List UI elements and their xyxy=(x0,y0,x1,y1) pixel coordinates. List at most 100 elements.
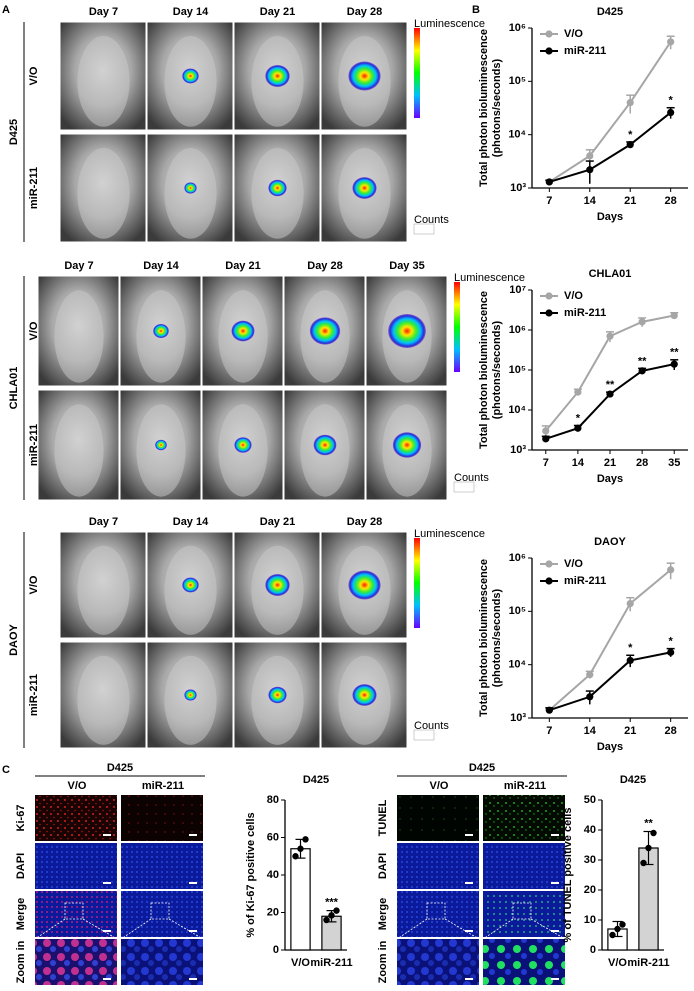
mouse-head xyxy=(77,545,130,635)
x-axis-label: Days xyxy=(597,473,623,485)
data-point xyxy=(667,108,675,117)
day-label: Day 21 xyxy=(225,260,260,272)
mouse-head xyxy=(54,290,104,383)
row-label: Merge xyxy=(15,898,27,930)
data-point xyxy=(586,166,594,174)
day-label: Day 28 xyxy=(347,516,382,528)
chart-title: D425 xyxy=(303,774,329,786)
y-tick-label: 10⁴ xyxy=(508,129,526,141)
y-tick-label: 80 xyxy=(267,794,279,806)
cell-label: D425 xyxy=(8,119,20,145)
y-axis-label: % of Ki-67 positive cells xyxy=(245,812,257,937)
x-tick-label: 21 xyxy=(624,195,636,207)
data-point xyxy=(670,360,678,368)
legend-label: V/O xyxy=(564,28,583,40)
x-tick-label: miR-211 xyxy=(310,957,352,969)
row-label: Merge xyxy=(377,898,389,930)
luminescence xyxy=(184,182,197,194)
day-label: Day 7 xyxy=(89,516,118,528)
significance: ** xyxy=(606,379,615,391)
colorbar-title: Luminescence xyxy=(414,528,485,540)
x-tick-label: 7 xyxy=(543,457,549,469)
x-tick-label: V/O xyxy=(291,957,310,969)
chart-title: DAOY xyxy=(594,536,626,548)
x-tick-label: 28 xyxy=(665,195,677,207)
significance: ** xyxy=(670,347,679,359)
legend-marker xyxy=(545,30,553,38)
micrograph xyxy=(121,795,203,841)
luminescence xyxy=(184,689,197,701)
column-label: V/O xyxy=(68,780,87,792)
y-tick-label: 40 xyxy=(267,869,279,881)
series-line xyxy=(545,363,675,440)
x-tick-label: 28 xyxy=(636,457,648,469)
luminescence xyxy=(182,577,199,593)
y-tick-label: 10⁴ xyxy=(508,404,526,416)
x-tick-label: 35 xyxy=(668,457,680,469)
colorbar-box xyxy=(413,729,435,741)
luminescence xyxy=(153,323,169,339)
y-tick-label: 0 xyxy=(273,944,279,956)
day-label: Day 7 xyxy=(64,260,93,272)
micrograph xyxy=(121,939,203,985)
y-tick-label: 0 xyxy=(590,944,596,956)
cell-label: DAOY xyxy=(8,623,20,655)
row-label: TUNEL xyxy=(377,799,389,836)
y-tick-label: 50 xyxy=(584,794,596,806)
data-point xyxy=(586,152,594,160)
data-point xyxy=(328,912,335,919)
cell-label: CHLA01 xyxy=(8,367,20,410)
data-point xyxy=(606,390,614,398)
row-label: Ki-67 xyxy=(15,805,27,832)
y-axis-label: Total photon bioluminescence xyxy=(478,559,490,717)
micrograph xyxy=(121,891,203,937)
day-label: Day 35 xyxy=(389,260,424,272)
data-point xyxy=(542,435,550,443)
luminescence xyxy=(231,320,255,342)
colorbar-title: Luminescence xyxy=(414,18,485,30)
panel-label: C xyxy=(2,764,10,776)
y-tick-label: 10 xyxy=(584,914,596,926)
data-point xyxy=(302,836,309,843)
zoom-line xyxy=(530,918,566,940)
significance: * xyxy=(628,642,633,654)
data-point xyxy=(574,388,582,396)
zoom-line xyxy=(120,918,152,940)
colorbar xyxy=(414,538,420,628)
legend-label: miR-211 xyxy=(564,45,606,57)
mouse-head xyxy=(77,655,130,745)
legend-label: miR-211 xyxy=(564,307,606,319)
column-label: miR-211 xyxy=(142,780,184,792)
micrograph xyxy=(35,939,117,985)
data-point xyxy=(626,98,634,107)
panel-label: B xyxy=(472,4,480,16)
colorbar-unit: Counts xyxy=(454,472,489,484)
data-point xyxy=(626,599,634,608)
significance: * xyxy=(628,129,633,141)
data-point xyxy=(586,693,594,701)
legend-marker xyxy=(545,292,553,300)
day-label: Day 14 xyxy=(173,6,209,18)
legend-label: V/O xyxy=(564,290,583,302)
luminescence xyxy=(268,179,287,197)
luminescence xyxy=(352,177,377,199)
day-label: Day 7 xyxy=(89,6,118,18)
data-point xyxy=(645,844,652,852)
colorbar-unit: Counts xyxy=(414,214,449,226)
micrograph xyxy=(483,795,565,841)
micrograph xyxy=(35,891,117,937)
data-point xyxy=(650,829,657,837)
luminescence xyxy=(348,570,381,600)
y-tick-label: 10⁶ xyxy=(509,552,526,564)
data-point xyxy=(626,656,634,665)
series-line xyxy=(548,41,672,183)
row-label: DAPI xyxy=(377,853,389,879)
y-tick-label: 10³ xyxy=(510,182,526,194)
x-axis-label: Days xyxy=(597,741,623,753)
day-label: Day 21 xyxy=(260,516,295,528)
series-line xyxy=(549,111,672,183)
luminescence xyxy=(388,314,426,348)
row-label: V/O xyxy=(28,66,40,85)
row-label: miR-211 xyxy=(28,167,40,209)
y-tick-label: 10⁷ xyxy=(509,284,526,296)
